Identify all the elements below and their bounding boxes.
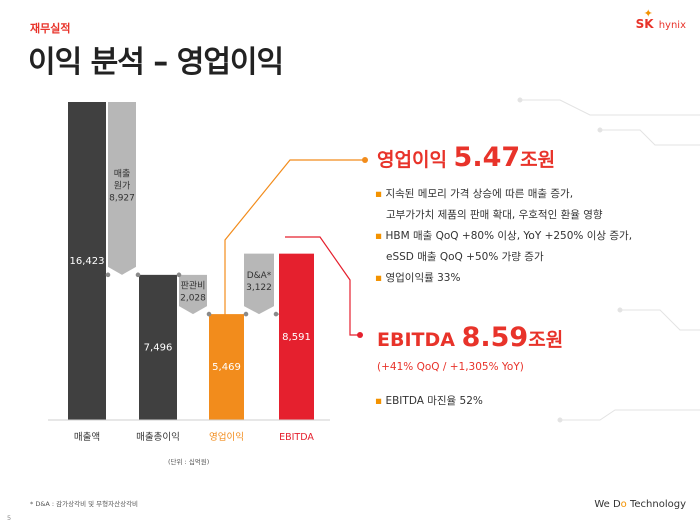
section-label: 재무실적 [30, 22, 71, 35]
footnote: * D&A : 감가상각비 및 무형자산상각비 [30, 500, 139, 508]
sk-hynix-logo: ✦ SK hynix [635, 7, 686, 31]
op-callout-title: 영업이익 5.47조원 [377, 142, 556, 173]
connector-dot-2 [176, 272, 182, 278]
ebitda-callout-line [285, 236, 360, 336]
bar-delta-3 [179, 274, 207, 315]
bar-4 [209, 314, 244, 420]
bar-value-label-0: 16,423 [70, 256, 105, 267]
bar-value-label-3: 판관비 2,028 [180, 280, 206, 303]
connector-dot-3 [206, 311, 212, 317]
bar-delta-5 [244, 253, 274, 315]
bar-value-label-2: 7,496 [144, 342, 173, 353]
op-callout-dot [362, 157, 368, 163]
op-bullet-1: ▪ 지속된 메모리 가격 상승에 따른 매출 증가, [375, 188, 574, 200]
ebitda-bullet-1: ▪ EBITDA 마진율 52% [375, 395, 483, 407]
ebitda-callout-title: EBITDA 8.59조원 [377, 322, 564, 353]
ebitda-callout-dot [357, 332, 363, 338]
connector-dot-5 [273, 311, 279, 317]
connector-dot-1 [135, 272, 141, 278]
bar-2 [139, 274, 177, 420]
category-label-3: EBITDA [279, 432, 314, 443]
unit-note: (단위 : 십억원) [168, 458, 210, 466]
bar-6 [279, 253, 314, 420]
page-title: 이익 분석 – 영업이익 [28, 45, 284, 80]
category-label-2: 영업이익 [209, 431, 244, 443]
op-bullet-3: ▪ 영업이익률 33% [375, 272, 461, 284]
connector-dot-4 [243, 311, 249, 317]
bar-value-label-1: 매출 원가 8,927 [109, 168, 135, 203]
bar-value-label-5: D&A* 3,122 [246, 271, 272, 293]
ebitda-bullet-list: ▪ EBITDA 마진율 52% [375, 391, 483, 412]
decorative-lines [517, 97, 700, 423]
op-bullet-2b: eSSD 매출 QoQ +50% 가량 증가 [386, 251, 544, 263]
bar-value-label-4: 5,469 [212, 362, 241, 373]
bar-value-label-6: 8,591 [282, 332, 311, 343]
connector-dot-0 [105, 272, 111, 278]
op-bullet-list: ▪ 지속된 메모리 가격 상승에 따른 매출 증가, 고부가가치 제품의 판매 … [375, 184, 685, 289]
op-bullet-1b: 고부가가치 제품의 판매 확대, 우호적인 환율 영향 [386, 209, 603, 221]
logo-butterfly-icon: ✦ [643, 7, 653, 20]
page-number: 5 [7, 514, 12, 522]
bar-delta-1 [108, 102, 136, 275]
op-callout-line [224, 159, 365, 315]
category-label-1: 매출총이익 [136, 431, 180, 443]
op-bullet-2: ▪ HBM 매출 QoQ +80% 이상, YoY +250% 이상 증가, [375, 230, 633, 242]
brand-slogan: We Do Technology [594, 499, 686, 510]
bar-0 [68, 102, 106, 420]
category-label-0: 매출액 [74, 431, 100, 443]
ebitda-subtitle: (+41% QoQ / +1,305% YoY) [377, 361, 524, 373]
